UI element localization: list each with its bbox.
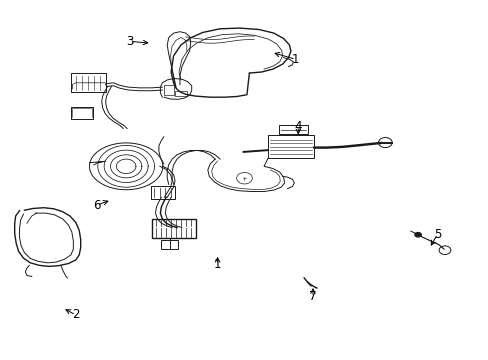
FancyBboxPatch shape [161,240,178,249]
Bar [175,91,187,96]
FancyBboxPatch shape [267,135,314,158]
Text: 5: 5 [433,228,441,240]
Text: 3: 3 [125,35,133,48]
FancyBboxPatch shape [278,125,307,134]
Text: 4: 4 [294,120,302,132]
Text: 7: 7 [308,291,316,303]
FancyBboxPatch shape [151,219,195,238]
Circle shape [413,232,421,238]
Bar [164,85,174,95]
Text: 2: 2 [72,309,80,321]
Text: 1: 1 [291,53,299,66]
FancyBboxPatch shape [71,107,93,119]
FancyBboxPatch shape [150,186,175,199]
FancyBboxPatch shape [71,73,106,92]
Text: 6: 6 [93,199,101,212]
Text: 1: 1 [213,258,221,271]
